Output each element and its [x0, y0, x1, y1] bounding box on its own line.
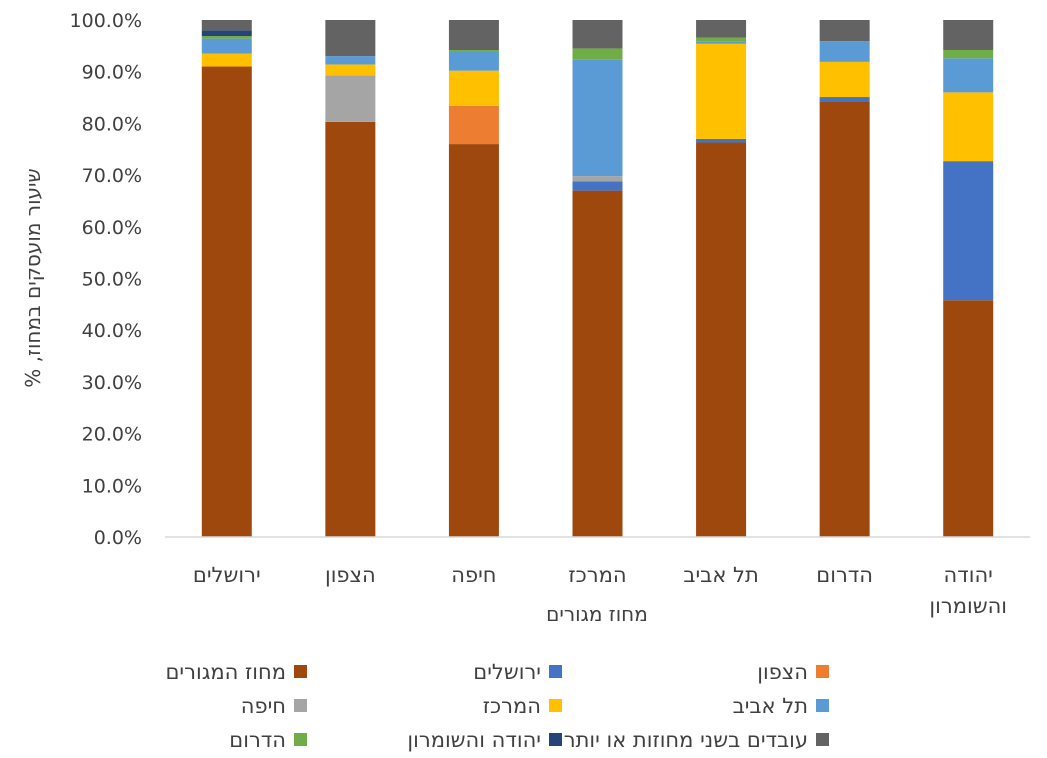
- legend-label: עובדים בשני מחוזות או יותר: [564, 728, 808, 752]
- bar-segment-4-5: [696, 41, 747, 44]
- bar-segment-1-3: [325, 75, 376, 122]
- bar-segment-4-0: [696, 142, 747, 538]
- bar-segment-1-4: [325, 64, 376, 76]
- y-tick-label: 30.0%: [82, 372, 142, 394]
- x-category-label: ירושלים: [193, 563, 261, 587]
- bar-segment-0-8: [201, 20, 252, 31]
- x-category-label: המרכז: [568, 563, 626, 587]
- legend-swatch: [816, 699, 829, 712]
- legend-label: יהודה והשומרון: [407, 728, 541, 752]
- bar-segment-2-6: [448, 49, 499, 52]
- bar-segment-3-5: [572, 59, 623, 177]
- bar-segment-6-0: [943, 300, 994, 537]
- bar-segment-6-4: [943, 92, 994, 162]
- x-category-label: יהודה: [944, 563, 993, 587]
- bar-segment-5-8: [819, 20, 870, 42]
- bar-segment-0-4: [201, 53, 252, 67]
- bar-segment-5-5: [819, 41, 870, 62]
- bar-segment-6-5: [943, 58, 994, 93]
- bar-segment-0-0: [201, 66, 252, 537]
- x-category-label: הצפון: [325, 563, 376, 587]
- bar-segment-0-6: [201, 36, 252, 39]
- legend-label: חיפה: [241, 694, 286, 718]
- legend-swatch: [816, 665, 829, 678]
- bar-segment-6-1: [943, 161, 994, 301]
- legend-swatch: [816, 733, 829, 746]
- y-tick-label: 50.0%: [82, 269, 142, 291]
- bar-segment-4-4: [696, 43, 747, 139]
- bar-segment-2-2: [448, 105, 499, 145]
- x-category-label: תל אביב: [683, 563, 758, 587]
- bar-segment-6-8: [943, 20, 994, 50]
- bar-segment-2-8: [448, 20, 499, 50]
- legend-swatch: [294, 733, 307, 746]
- y-axis-ticks: 0.0% 10.0% 20.0% 30.0% 40.0% 50.0% 60.0% 70.0% 8…: [70, 10, 142, 549]
- bars: [201, 20, 994, 538]
- y-tick-label: 80.0%: [82, 113, 142, 135]
- legend-swatch: [549, 665, 562, 678]
- x-axis-categories: ירושלים הצפון חיפה המרכז תל אביב הדרום יהודה וה…: [193, 563, 1007, 618]
- legend-swatch: [549, 699, 562, 712]
- legend-label: המרכז: [483, 694, 541, 718]
- x-category-label: חיפה: [451, 563, 496, 587]
- bar-segment-2-0: [448, 144, 499, 537]
- y-tick-label: 90.0%: [82, 62, 142, 84]
- bar-segment-0-7: [201, 30, 252, 37]
- bar-segment-2-5: [448, 51, 499, 71]
- bar-segment-3-3: [572, 176, 623, 182]
- legend-label: ירושלים: [473, 660, 541, 684]
- y-tick-label: 60.0%: [82, 217, 142, 239]
- legend-swatch: [294, 665, 307, 678]
- bar-segment-3-1: [572, 181, 623, 191]
- bar-segment-4-6: [696, 37, 747, 42]
- bar-segment-3-6: [572, 48, 623, 60]
- bar-segment-3-8: [572, 20, 623, 49]
- bar-segment-1-0: [325, 121, 376, 537]
- legend-label: מחוז המגורים: [166, 660, 287, 684]
- legend-label: הצפון: [757, 660, 808, 684]
- bar-segment-1-5: [325, 56, 376, 65]
- bar-segment-1-8: [325, 20, 376, 57]
- bar-segment-4-8: [696, 20, 747, 38]
- x-category-label: והשומרון: [929, 594, 1007, 618]
- y-axis-title: שיעור מועסקים במחוז, %: [21, 168, 45, 387]
- legend-swatch: [549, 733, 562, 746]
- legend-swatch: [294, 699, 307, 712]
- bar-segment-3-0: [572, 190, 623, 538]
- bar-segment-5-1: [819, 97, 870, 102]
- bar-segment-2-4: [448, 70, 499, 106]
- legend-label: הדרום: [229, 728, 286, 752]
- y-tick-label: 10.0%: [82, 475, 142, 497]
- bar-segment-0-5: [201, 38, 252, 54]
- x-axis-title: מחוז מגורים: [546, 602, 648, 626]
- bar-segment-5-4: [819, 61, 870, 98]
- legend: מחוז המגורים ירושלים הצפון חיפה המרכז תל אביב…: [166, 660, 829, 752]
- y-tick-label: 100.0%: [70, 10, 142, 32]
- bar-segment-6-6: [943, 49, 994, 59]
- bar-segment-5-0: [819, 101, 870, 537]
- y-tick-label: 40.0%: [82, 320, 142, 342]
- y-tick-label: 20.0%: [82, 424, 142, 446]
- y-tick-label: 70.0%: [82, 165, 142, 187]
- y-tick-label: 0.0%: [94, 527, 142, 549]
- legend-label: תל אביב: [733, 694, 808, 718]
- x-category-label: הדרום: [816, 563, 873, 587]
- bar-segment-4-1: [696, 138, 747, 143]
